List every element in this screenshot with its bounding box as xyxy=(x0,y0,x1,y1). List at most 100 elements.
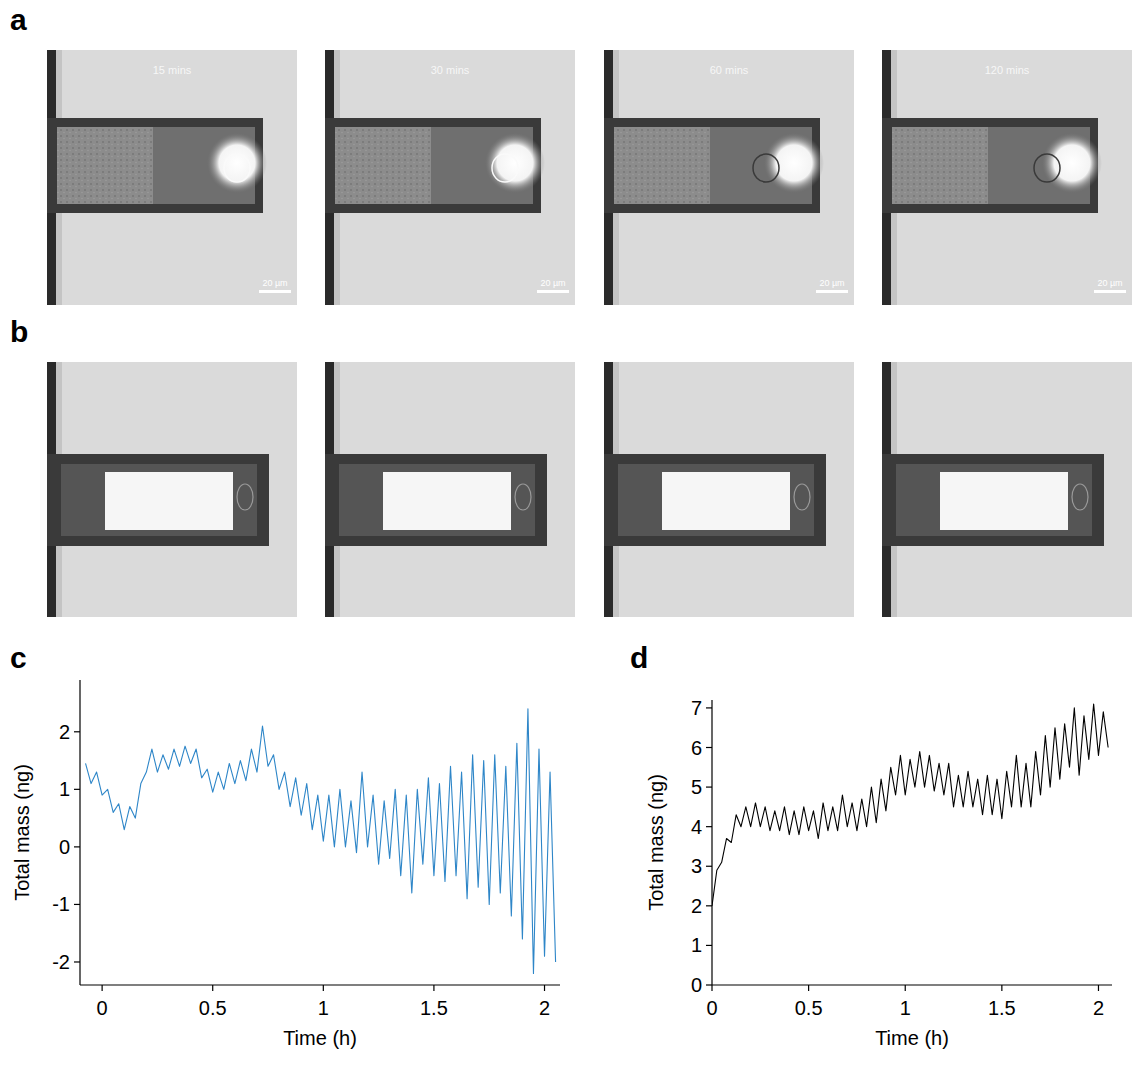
y-tick-label: 0 xyxy=(59,836,70,858)
time-label: 15 mins xyxy=(153,64,192,76)
chart: 00.511.52-2-1012Time (h)Total mass (ng) xyxy=(11,680,560,1049)
trap-wall xyxy=(882,454,1104,546)
y-tick xyxy=(74,731,80,732)
y-tick-label: 5 xyxy=(691,776,702,798)
x-axis-title: Time (h) xyxy=(875,1027,949,1049)
y-tick xyxy=(74,904,80,905)
y-tick-label: -1 xyxy=(52,893,70,915)
y-tick xyxy=(706,826,712,827)
plot-area xyxy=(712,704,1108,906)
bright-spot xyxy=(485,133,545,193)
bright-region xyxy=(662,472,790,530)
x-tick-label: 0 xyxy=(706,997,717,1019)
time-label: 120 mins xyxy=(985,64,1030,76)
y-tick-label: 0 xyxy=(691,974,702,996)
cell xyxy=(237,484,253,510)
bright-region xyxy=(105,472,233,530)
cell xyxy=(1072,484,1088,510)
image-content xyxy=(325,362,575,617)
chart: 00.511.5201234567Time (h)Total mass (ng) xyxy=(645,697,1112,1049)
background xyxy=(325,50,575,305)
x-tick xyxy=(102,985,103,991)
x-tick-label: 1.5 xyxy=(988,997,1016,1019)
scale-bar-label: 20 µm xyxy=(1097,278,1122,288)
x-tick xyxy=(905,985,906,991)
x-tick xyxy=(212,985,213,991)
scale-bar-label: 20 µm xyxy=(540,278,565,288)
micrograph: 60 mins 20 µm xyxy=(604,50,854,305)
x-tick-label: 2 xyxy=(539,997,550,1019)
trap-filter xyxy=(57,127,153,204)
image-content xyxy=(325,50,575,305)
scale-bar-label: 20 µm xyxy=(819,278,844,288)
trap-wall xyxy=(47,454,269,546)
micrograph xyxy=(47,362,297,617)
x-tick-label: 1 xyxy=(318,997,329,1019)
trap-chamber xyxy=(61,464,257,536)
background xyxy=(47,50,297,305)
panel-letter: c xyxy=(10,641,27,674)
panel-letter: b xyxy=(10,315,28,348)
y-tick-label: 3 xyxy=(691,855,702,877)
scale-bar xyxy=(537,290,569,293)
y-tick-label: 6 xyxy=(691,737,702,759)
y-tick xyxy=(706,984,712,985)
x-axis xyxy=(80,984,560,985)
background xyxy=(604,50,854,305)
x-tick xyxy=(323,985,324,991)
x-tick xyxy=(433,985,434,991)
y-tick xyxy=(706,786,712,787)
micrograph: 30 mins20 µm xyxy=(325,50,575,305)
image-content xyxy=(604,50,854,305)
y-axis xyxy=(711,700,712,985)
y-tick xyxy=(706,866,712,867)
x-axis xyxy=(712,984,1112,985)
trap-wall xyxy=(604,454,826,546)
scale-bar xyxy=(259,290,291,293)
image-content xyxy=(882,362,1132,617)
micrograph xyxy=(882,362,1132,617)
cell xyxy=(753,154,779,182)
y-axis xyxy=(79,680,80,985)
micrograph xyxy=(604,362,854,617)
trap-filter xyxy=(614,127,710,204)
y-tick-label: 7 xyxy=(691,697,702,719)
trap-chamber xyxy=(339,464,535,536)
x-tick xyxy=(1001,985,1002,991)
y-axis-title: Total mass (ng) xyxy=(11,764,33,901)
background xyxy=(882,362,1132,617)
background xyxy=(882,50,1132,305)
plot-area xyxy=(86,709,556,974)
scale-bar xyxy=(816,290,848,293)
micrograph: 120 mins 20 µm xyxy=(882,50,1132,305)
trap-chamber xyxy=(618,464,814,536)
figure: abcd15 mins20 µm30 mins20 µm60 mins20 µm… xyxy=(0,0,1145,1091)
y-tick-label: 2 xyxy=(59,721,70,743)
bright-spot xyxy=(764,133,824,193)
cell xyxy=(224,154,250,182)
panel-letter: a xyxy=(10,3,27,36)
x-axis-title: Time (h) xyxy=(283,1027,357,1049)
scale-bar-label: 20 µm xyxy=(262,278,287,288)
image-content xyxy=(47,50,297,305)
data-line xyxy=(712,704,1108,906)
y-tick xyxy=(74,846,80,847)
micrograph xyxy=(325,362,575,617)
x-tick-label: 1.5 xyxy=(420,997,448,1019)
image-content xyxy=(47,362,297,617)
time-label: 60 mins xyxy=(710,64,749,76)
x-tick-label: 0.5 xyxy=(199,997,227,1019)
y-tick-label: 4 xyxy=(691,816,702,838)
y-tick xyxy=(706,905,712,906)
bright-region xyxy=(383,472,511,530)
y-axis-title: Total mass (ng) xyxy=(645,774,667,911)
bright-spot xyxy=(1042,133,1102,193)
panel-letter: d xyxy=(630,641,648,674)
image-content xyxy=(604,362,854,617)
y-tick xyxy=(706,945,712,946)
x-tick-label: 0.5 xyxy=(795,997,823,1019)
background xyxy=(604,362,854,617)
cell xyxy=(515,484,531,510)
x-tick-label: 0 xyxy=(97,997,108,1019)
y-tick-label: 1 xyxy=(691,934,702,956)
